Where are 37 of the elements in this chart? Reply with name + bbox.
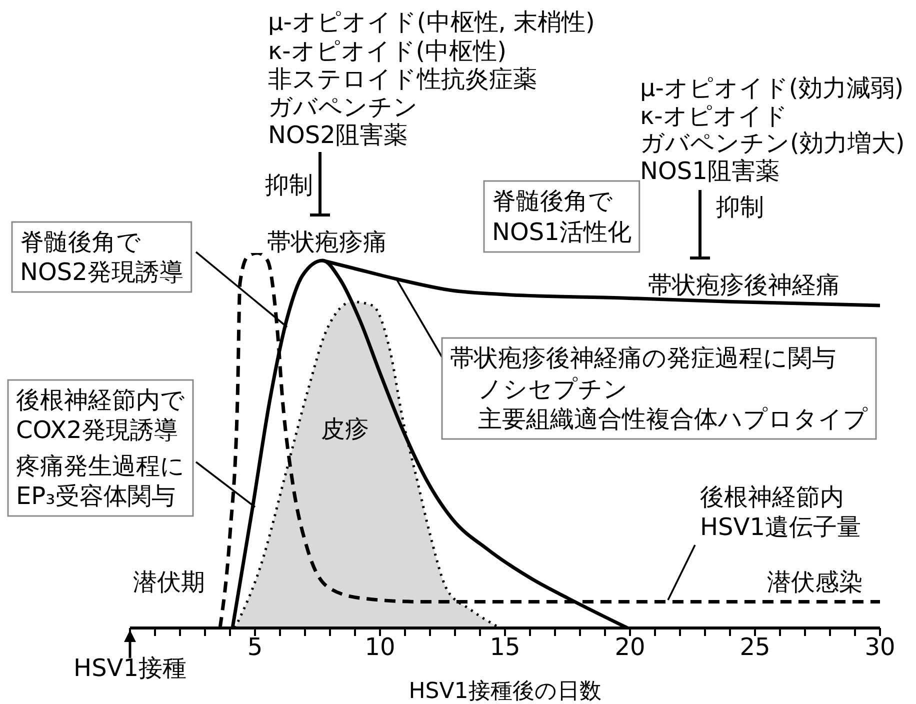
text: 脊髄後角で [492,187,613,215]
annotation: COX2発現誘導 [16,416,178,444]
x-tick-label: 5 [247,633,263,662]
annotation: ノシセプチン [478,375,628,403]
x-axis-title: HSV1接種後の日数 [408,679,602,704]
annotation: 後根神経節内で [16,386,185,414]
annotation: 潜伏期 [133,568,205,596]
text: κ-オピオイド [640,102,788,130]
annotation: 疼痛発生過程に [16,452,185,480]
x-tick-label: 20 [614,633,646,662]
text: NOS2阻害薬 [268,121,408,149]
annotation: 帯状疱疹痛 [267,228,387,256]
annotation: 脊髄後角で [20,228,141,256]
text: μ-オピオイド(中枢性, 末梢性) [268,8,595,36]
text: NOS1活性化 [492,218,632,246]
text: ガバペンチン(効力増大) [640,129,905,157]
text: μ-オピオイド(効力減弱) [640,74,904,102]
text: NOS1阻害薬 [640,157,780,185]
annotation: 皮疹 [321,415,369,443]
annotation: 帯状疱疹後神経痛の発症過程に関与 [450,344,836,372]
x-tick-label: 15 [490,633,520,662]
annotation: 後根神経節内 [700,483,844,511]
annotation: 帯状疱疹後神経痛 [648,271,840,299]
x-tick-label: 10 [364,633,396,662]
text: κ-オピオイド(中枢性) [268,37,507,65]
text: 抑制 [265,171,313,199]
annotation: 主要組織適合性複合体ハプロタイプ [478,405,868,433]
text: ガバペンチン [268,93,418,121]
text: 非ステロイド性抗炎症薬 [268,65,537,93]
annotation: 潜伏感染 [767,568,863,596]
annotation: HSV1遺伝子量 [700,513,861,541]
x-tick-label: 30 [864,633,896,662]
text: 抑制 [716,193,764,221]
annotation: NOS2発現誘導 [20,258,184,286]
x-tick-label: 25 [740,633,770,662]
annotation: EP₃受容体関与 [16,482,176,510]
text: HSV1接種 [74,654,186,682]
